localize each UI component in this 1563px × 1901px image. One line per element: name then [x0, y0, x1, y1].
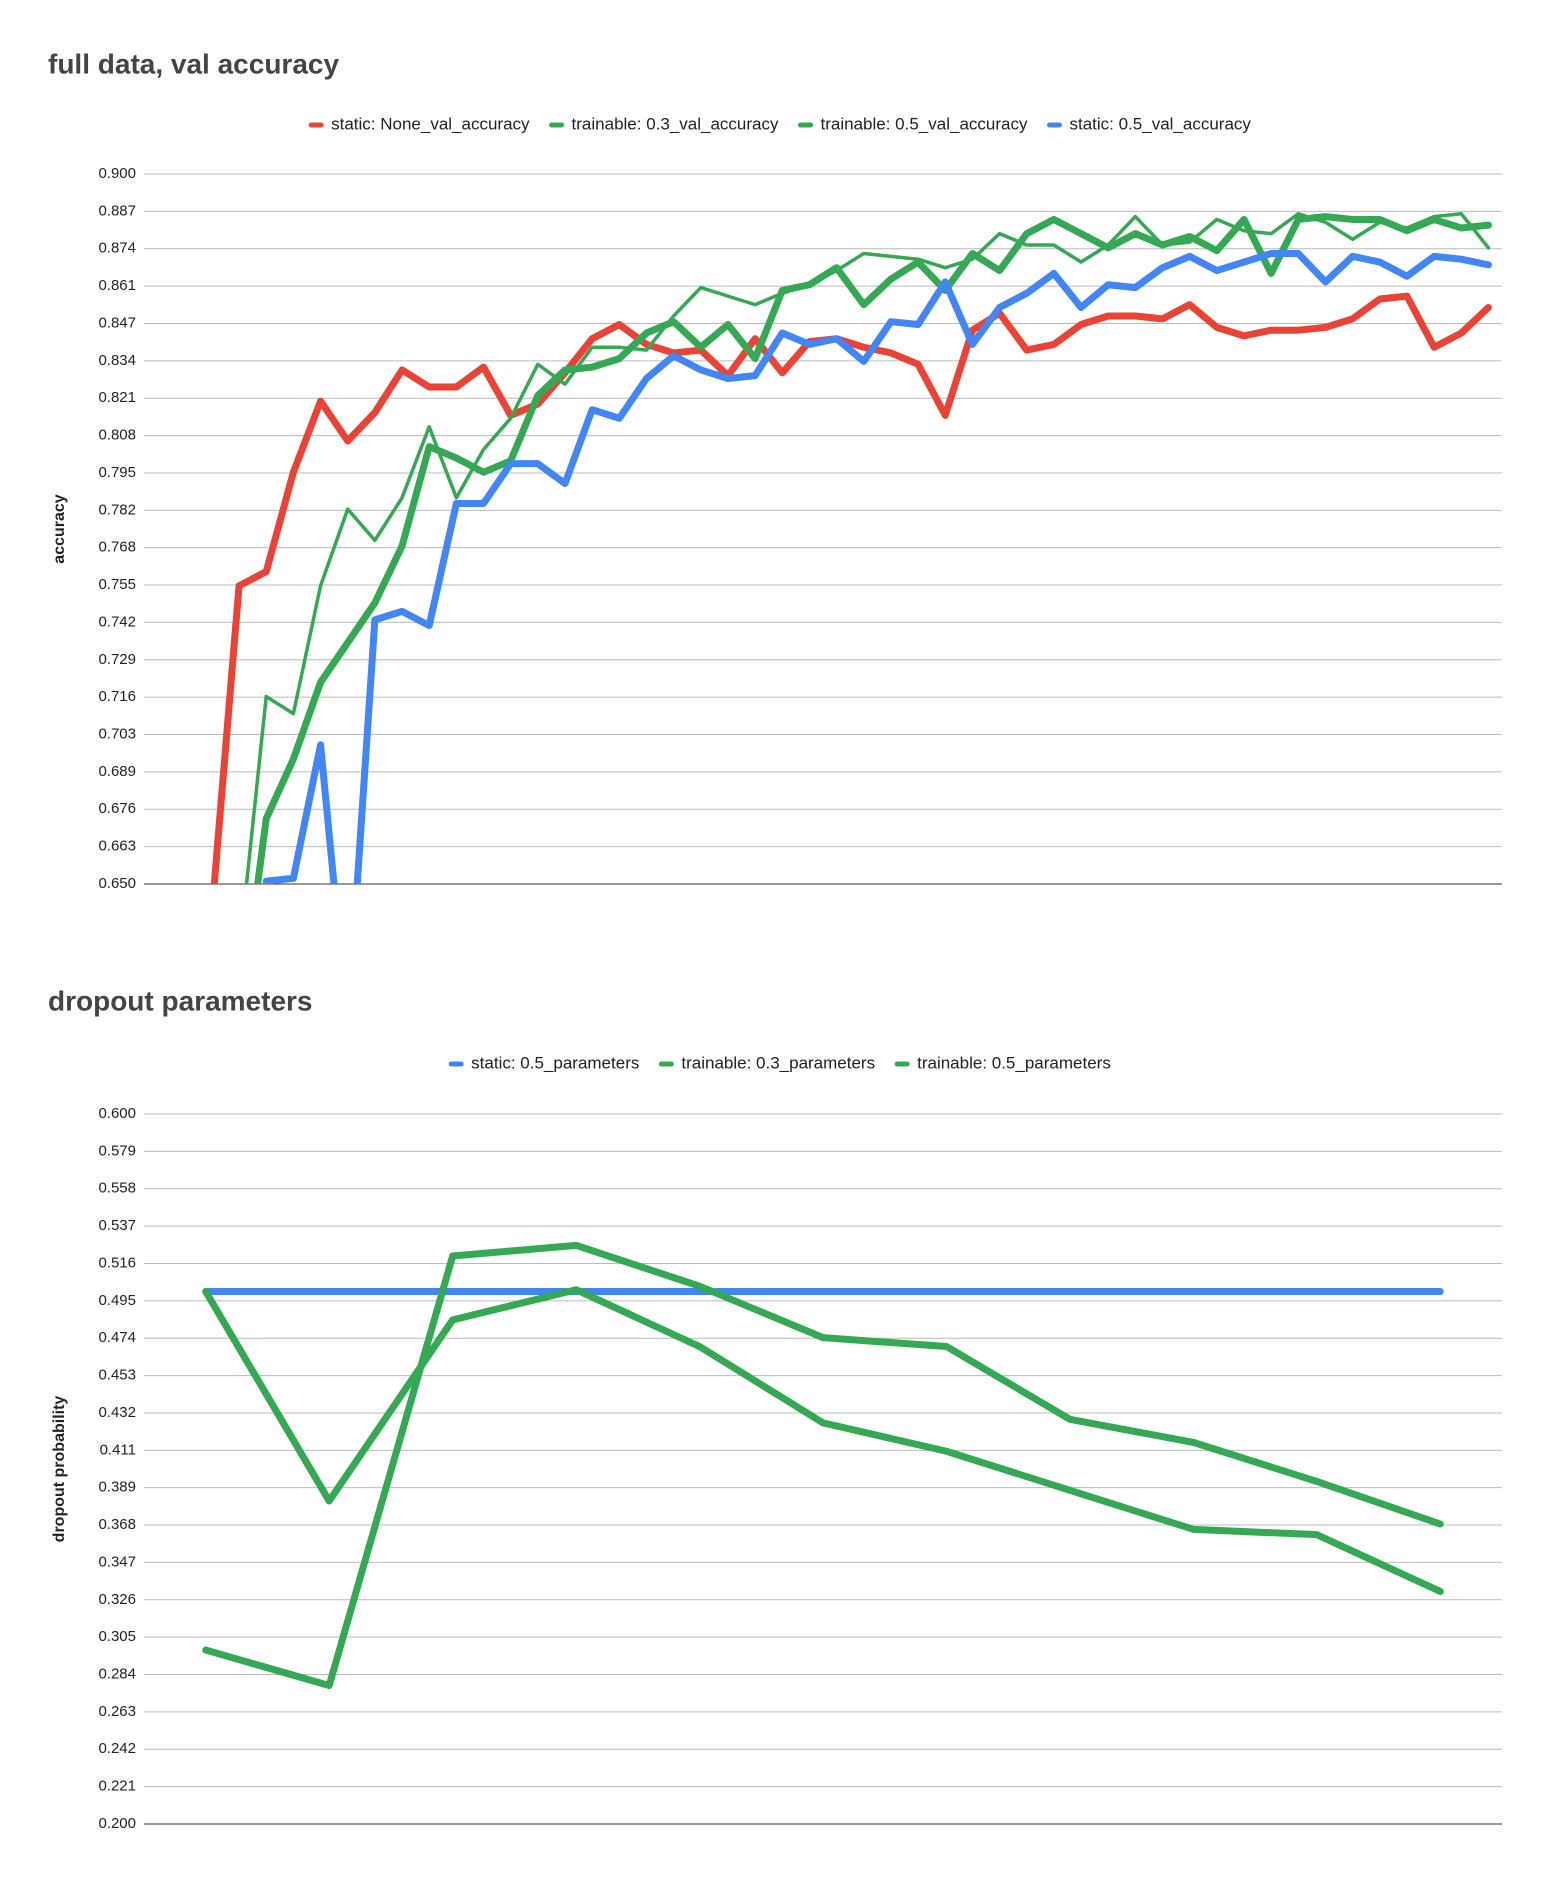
y-tick-label: 0.474	[98, 1329, 136, 1346]
y-tick-label: 0.742	[98, 613, 136, 630]
y-tick-label: 0.729	[98, 651, 136, 668]
y-tick-label: 0.537	[98, 1217, 136, 1234]
y-tick-label: 0.887	[98, 202, 136, 219]
series-line	[262, 250, 1492, 884]
y-tick-label: 0.558	[98, 1180, 136, 1197]
legend: static: 0.5_parameters trainable: 0.3_par…	[448, 1053, 1111, 1072]
y-axis-label: accuracy	[51, 494, 68, 563]
legend-item: static: None_val_accuracy	[308, 114, 530, 133]
y-tick-label: 0.795	[98, 464, 136, 481]
y-tick-label: 0.516	[98, 1254, 136, 1271]
y-tick-label: 0.263	[98, 1703, 136, 1720]
legend-label: trainable: 0.5_val_accuracy	[821, 114, 1028, 133]
y-tick-label: 0.326	[98, 1591, 136, 1608]
legend: static: None_val_accuracy trainable: 0.3_…	[308, 114, 1251, 133]
y-tick-label: 0.453	[98, 1367, 136, 1384]
y-tick-label: 0.676	[98, 800, 136, 817]
y-tick-label: 0.368	[98, 1516, 136, 1533]
y-tick-label: 0.808	[98, 427, 136, 444]
legend-item: trainable: 0.5_val_accuracy	[798, 114, 1028, 133]
y-tick-label: 0.689	[98, 763, 136, 780]
legend-label: static: 0.5_val_accuracy	[1069, 114, 1251, 133]
y-tick-label: 0.432	[98, 1404, 136, 1421]
legend-item: trainable: 0.5_parameters	[894, 1053, 1111, 1072]
series-line	[202, 1241, 1444, 1690]
y-tick-label: 0.861	[98, 277, 136, 294]
y-tick-label: 0.389	[98, 1479, 136, 1496]
chart-title: dropout parameters	[48, 985, 313, 1016]
legend-label: static: 0.5_parameters	[471, 1053, 639, 1072]
y-tick-label: 0.284	[98, 1665, 136, 1682]
y-tick-label: 0.821	[98, 389, 136, 406]
y-tick-label: 0.495	[98, 1292, 136, 1309]
chart-title: full data, val accuracy	[48, 48, 339, 79]
legend-label: trainable: 0.5_parameters	[917, 1053, 1111, 1072]
legend-item: static: 0.5_val_accuracy	[1046, 114, 1251, 133]
y-tick-label: 0.347	[98, 1553, 136, 1570]
series-line	[210, 292, 1492, 884]
y-tick-label: 0.221	[98, 1778, 136, 1795]
y-tick-label: 0.874	[98, 240, 136, 257]
plot-area	[210, 212, 1492, 884]
y-tick-label: 0.768	[98, 539, 136, 556]
y-tick-label: 0.411	[100, 1441, 136, 1458]
y-tick-label: 0.834	[98, 352, 136, 369]
y-axis-label: dropout probability	[51, 1396, 68, 1543]
legend-item: static: 0.5_parameters	[448, 1053, 639, 1072]
series-line	[202, 1286, 1444, 1595]
y-tick-label: 0.755	[98, 576, 136, 593]
legend-item: trainable: 0.3_parameters	[658, 1053, 875, 1072]
y-tick-label: 0.900	[98, 165, 136, 182]
y-tick-label: 0.600	[98, 1105, 136, 1122]
y-tick-label: 0.579	[98, 1142, 136, 1159]
y-tick-label: 0.847	[98, 314, 136, 331]
legend-item: trainable: 0.3_val_accuracy	[549, 114, 779, 133]
y-tick-label: 0.650	[98, 875, 136, 892]
series-line	[244, 212, 1491, 884]
y-tick-label: 0.305	[98, 1628, 136, 1645]
y-tick-label: 0.703	[98, 725, 136, 742]
plot-area	[202, 1241, 1444, 1690]
y-tick-label: 0.200	[98, 1815, 136, 1832]
y-tick-label: 0.242	[98, 1740, 136, 1757]
y-tick-label: 0.663	[98, 838, 136, 855]
legend-label: trainable: 0.3_parameters	[681, 1053, 875, 1072]
y-tick-label: 0.716	[98, 688, 136, 705]
legend-label: trainable: 0.3_val_accuracy	[572, 114, 779, 133]
legend-label: static: None_val_accuracy	[331, 114, 530, 133]
y-tick-label: 0.782	[98, 501, 136, 518]
